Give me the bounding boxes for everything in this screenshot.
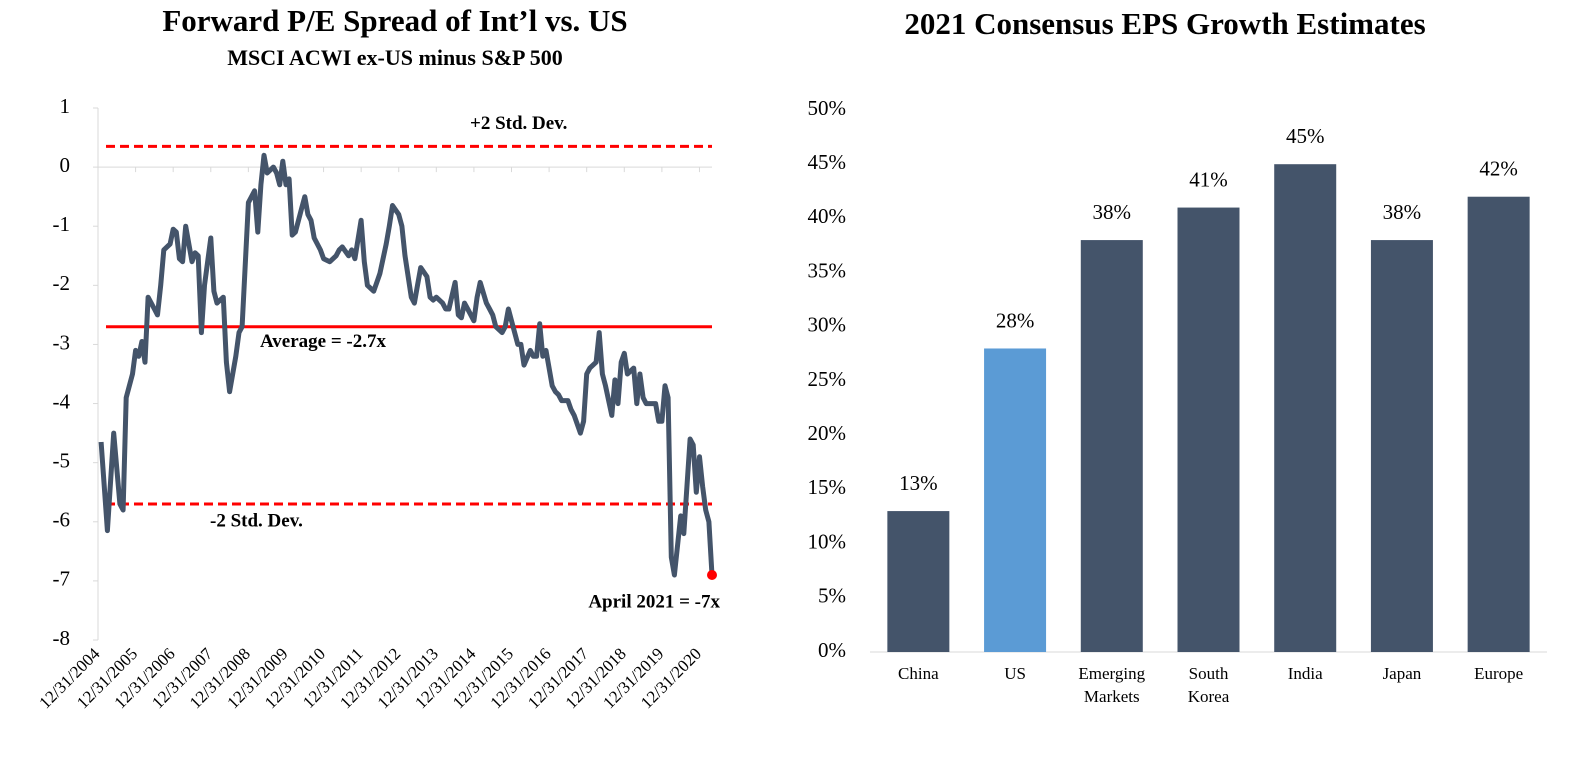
data-label: 41% bbox=[1189, 167, 1228, 191]
y-tick-label: -5 bbox=[53, 448, 71, 472]
y-tick-label: -8 bbox=[53, 626, 71, 650]
y-tick-label: 40% bbox=[808, 204, 847, 228]
bar bbox=[1080, 240, 1143, 652]
y-tick-label: -2 bbox=[53, 271, 71, 295]
bar bbox=[887, 511, 950, 652]
reference-label: -2 Std. Dev. bbox=[210, 510, 303, 531]
y-tick-label: 5% bbox=[818, 584, 846, 608]
y-tick-label: 0 bbox=[60, 153, 71, 177]
y-tick-label: -4 bbox=[53, 389, 71, 413]
y-tick-label: -1 bbox=[53, 212, 71, 236]
y-tick-label: 0% bbox=[818, 638, 846, 662]
x-tick-label: South Korea bbox=[1188, 664, 1230, 706]
reference-label: +2 Std. Dev. bbox=[470, 113, 567, 134]
annotation-marker bbox=[707, 569, 717, 580]
y-tick-label: -6 bbox=[53, 508, 71, 532]
y-tick-label: 25% bbox=[808, 367, 847, 391]
bar bbox=[1177, 207, 1240, 652]
chart-title: Forward P/E Spread of Int’l vs. US bbox=[162, 3, 627, 38]
y-tick-label: 20% bbox=[808, 421, 847, 445]
reference-label: Average = -2.7x bbox=[260, 331, 387, 352]
y-tick-label: 30% bbox=[808, 313, 847, 337]
y-tick-label: 1 bbox=[60, 94, 71, 118]
chart-title: 2021 Consensus EPS Growth Estimates bbox=[904, 6, 1425, 41]
line-series bbox=[98, 152, 715, 578]
x-tick-label: Europe bbox=[1474, 664, 1523, 683]
bar bbox=[1370, 240, 1433, 652]
x-tick-label: China bbox=[898, 664, 939, 683]
y-tick-label: 15% bbox=[808, 475, 847, 499]
chart-subtitle: MSCI ACWI ex-US minus S&P 500 bbox=[227, 45, 563, 70]
x-tick-label: US bbox=[1004, 664, 1026, 683]
data-label: 13% bbox=[899, 471, 938, 495]
annotation-label: April 2021 = -7x bbox=[588, 591, 720, 612]
x-tick-label: Emerging Markets bbox=[1078, 664, 1145, 706]
y-tick-label: 10% bbox=[808, 529, 847, 553]
bar bbox=[984, 348, 1047, 652]
bar bbox=[1274, 164, 1337, 652]
x-tick-label: Japan bbox=[1383, 664, 1422, 683]
data-label: 38% bbox=[1093, 200, 1132, 224]
y-tick-label: 50% bbox=[808, 96, 847, 120]
y-tick-label: 45% bbox=[808, 150, 847, 174]
y-tick-label: -7 bbox=[53, 567, 71, 591]
x-tick-label: India bbox=[1288, 664, 1323, 683]
data-label: 45% bbox=[1286, 124, 1325, 148]
y-tick-label: 35% bbox=[808, 258, 847, 282]
data-label: 42% bbox=[1479, 157, 1518, 181]
data-label: 38% bbox=[1383, 200, 1422, 224]
bar bbox=[1467, 196, 1530, 652]
data-label: 28% bbox=[996, 308, 1035, 332]
y-tick-label: -3 bbox=[53, 330, 71, 354]
